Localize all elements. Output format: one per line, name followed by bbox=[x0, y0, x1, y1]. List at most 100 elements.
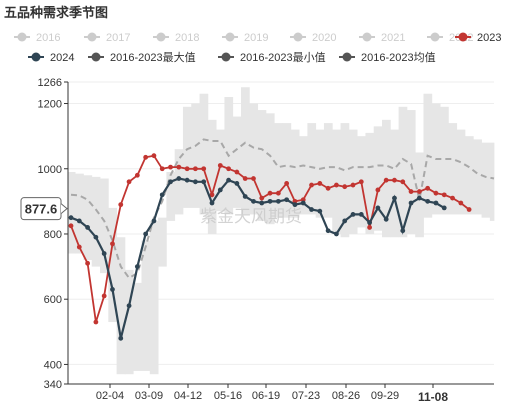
band-week bbox=[174, 149, 184, 215]
series-2023-point bbox=[284, 181, 290, 186]
series-2024-point bbox=[101, 251, 107, 256]
series-2023-point bbox=[259, 195, 265, 201]
legend-item-2024: 2024 bbox=[28, 52, 74, 64]
series-2023-point bbox=[68, 223, 74, 229]
series-2024-point bbox=[350, 212, 356, 217]
series-2024-point bbox=[201, 179, 207, 185]
series-2024-point bbox=[425, 198, 431, 204]
x-tick-label: 08-26 bbox=[332, 390, 360, 402]
series-2024-line bbox=[70, 177, 445, 339]
y-tick-label: 800 bbox=[44, 229, 62, 241]
y-tick-label: 400 bbox=[44, 359, 62, 371]
y-tick-label: 1266 bbox=[38, 77, 62, 89]
series-2023-point bbox=[334, 182, 339, 188]
band-week bbox=[340, 123, 350, 238]
band-week bbox=[299, 136, 308, 215]
series-2023-point bbox=[458, 200, 464, 206]
series-2024-point bbox=[110, 287, 115, 292]
series-2024-point bbox=[151, 218, 157, 224]
series-2023-point bbox=[242, 176, 248, 181]
legend-item-2018: 2018 bbox=[153, 32, 199, 44]
band-week bbox=[373, 126, 383, 231]
band-week bbox=[216, 129, 225, 212]
series-2023-point bbox=[367, 225, 372, 230]
series-2024-point bbox=[68, 215, 74, 221]
y-pointer-tag: 877.6 bbox=[20, 197, 68, 221]
series-2023-point bbox=[251, 176, 256, 181]
legend-marker bbox=[87, 32, 97, 42]
legend-item-2016-2023最大值: 2016-2023最大值 bbox=[88, 50, 196, 64]
series-2023-point bbox=[408, 189, 414, 194]
band-week bbox=[481, 142, 491, 218]
band-week bbox=[274, 123, 283, 218]
series-2024-point bbox=[242, 194, 248, 199]
band-week bbox=[83, 175, 93, 261]
y-tick-label: 600 bbox=[44, 294, 62, 306]
legend-marker bbox=[458, 32, 468, 42]
band-week bbox=[348, 129, 358, 234]
y-tick-label: 1200 bbox=[38, 99, 62, 111]
legend-label: 2016-2023最小值 bbox=[240, 51, 326, 64]
legend-item-2023: 2023 bbox=[455, 32, 501, 44]
x-tick-label: 03-09 bbox=[135, 390, 163, 402]
series-2023-point bbox=[400, 179, 406, 185]
band-week bbox=[440, 106, 449, 215]
y-tick-label: 340 bbox=[44, 379, 62, 391]
band-week bbox=[249, 103, 259, 215]
band-week bbox=[464, 136, 474, 215]
series-2023-point bbox=[267, 190, 273, 196]
legend-marker bbox=[362, 32, 372, 42]
legend-label: 2016-2023均值 bbox=[361, 51, 436, 64]
series-2023-point bbox=[416, 189, 422, 194]
series-2023-point bbox=[193, 166, 198, 172]
band-week bbox=[124, 269, 134, 375]
legend-label: 2017 bbox=[106, 32, 130, 44]
series-2024-point bbox=[226, 177, 231, 183]
legend-label: 2024 bbox=[50, 52, 74, 64]
x-tick-label: 11-08 bbox=[418, 390, 448, 403]
band-week bbox=[207, 119, 217, 234]
series-2023-point bbox=[375, 187, 381, 193]
band-week bbox=[257, 110, 267, 221]
series-2024-point bbox=[292, 202, 298, 208]
series-2024 bbox=[68, 176, 447, 341]
band-week bbox=[406, 110, 416, 234]
series-2023-point bbox=[176, 164, 182, 170]
avg-line bbox=[70, 138, 495, 280]
legend-item-2016: 2016 bbox=[14, 32, 60, 44]
series-2023-point bbox=[441, 192, 447, 198]
pointer-tag-arrow bbox=[60, 203, 68, 215]
series-2023-point bbox=[342, 184, 348, 190]
series-2024-point bbox=[342, 218, 348, 224]
band-week bbox=[191, 103, 200, 208]
legend-marker bbox=[17, 32, 27, 42]
legend-label: 2016-2023最大值 bbox=[110, 50, 196, 64]
series-2024-point bbox=[275, 198, 281, 204]
series-2023-point bbox=[425, 185, 431, 191]
legend-marker bbox=[342, 52, 352, 62]
series-2024-point bbox=[375, 205, 381, 211]
legend-item-2020: 2020 bbox=[290, 32, 336, 44]
band-week bbox=[282, 123, 292, 218]
range-band bbox=[68, 87, 495, 375]
legend-label: 2020 bbox=[312, 32, 336, 44]
series-2023-point bbox=[209, 192, 215, 198]
series-2024-point bbox=[383, 216, 389, 222]
band-week bbox=[332, 129, 341, 234]
legend-marker bbox=[221, 52, 231, 62]
series-2024-point bbox=[400, 228, 406, 234]
band-week bbox=[390, 129, 400, 238]
watermark-text: 紫金天风期货 bbox=[200, 207, 302, 226]
band-week bbox=[456, 129, 466, 215]
series-2023-point bbox=[168, 164, 173, 170]
legend-label: 2016 bbox=[36, 32, 60, 44]
legend: 2016201720182019202020212022202320242016… bbox=[14, 32, 501, 64]
series-2024-point bbox=[134, 264, 140, 269]
series-2024-point bbox=[392, 195, 397, 201]
band-week bbox=[241, 87, 250, 215]
series-2023-point bbox=[226, 166, 231, 172]
series-2024-point bbox=[284, 197, 290, 203]
chart-title: 五品种需求季节图 bbox=[4, 5, 108, 20]
series-2023-point bbox=[151, 153, 157, 159]
band-week bbox=[100, 178, 109, 274]
